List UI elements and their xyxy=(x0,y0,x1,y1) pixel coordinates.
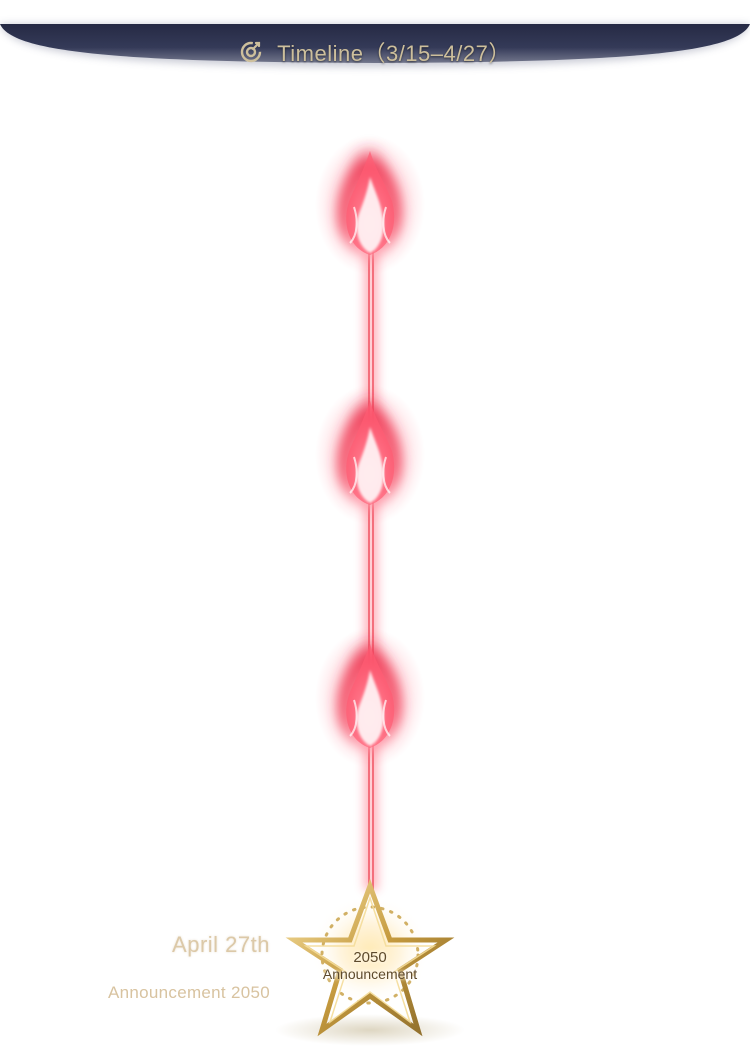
target-refresh-icon xyxy=(240,41,262,63)
badge-year: 2050 xyxy=(353,949,387,966)
red-flame-icon xyxy=(315,375,425,525)
event-date: April 27th xyxy=(172,932,270,957)
red-flame-icon xyxy=(315,125,425,275)
header-background xyxy=(0,24,750,67)
header-bar: Timeline（3/15–4/27） xyxy=(0,0,750,80)
badge-label: Announcement xyxy=(322,966,418,982)
timeline-line xyxy=(364,250,378,890)
page-title: Timeline（3/15–4/27） xyxy=(277,41,511,66)
event-title: Announcement 2050 xyxy=(107,983,270,1002)
gold-star-icon xyxy=(275,878,465,1046)
red-flame-icon xyxy=(315,618,425,768)
